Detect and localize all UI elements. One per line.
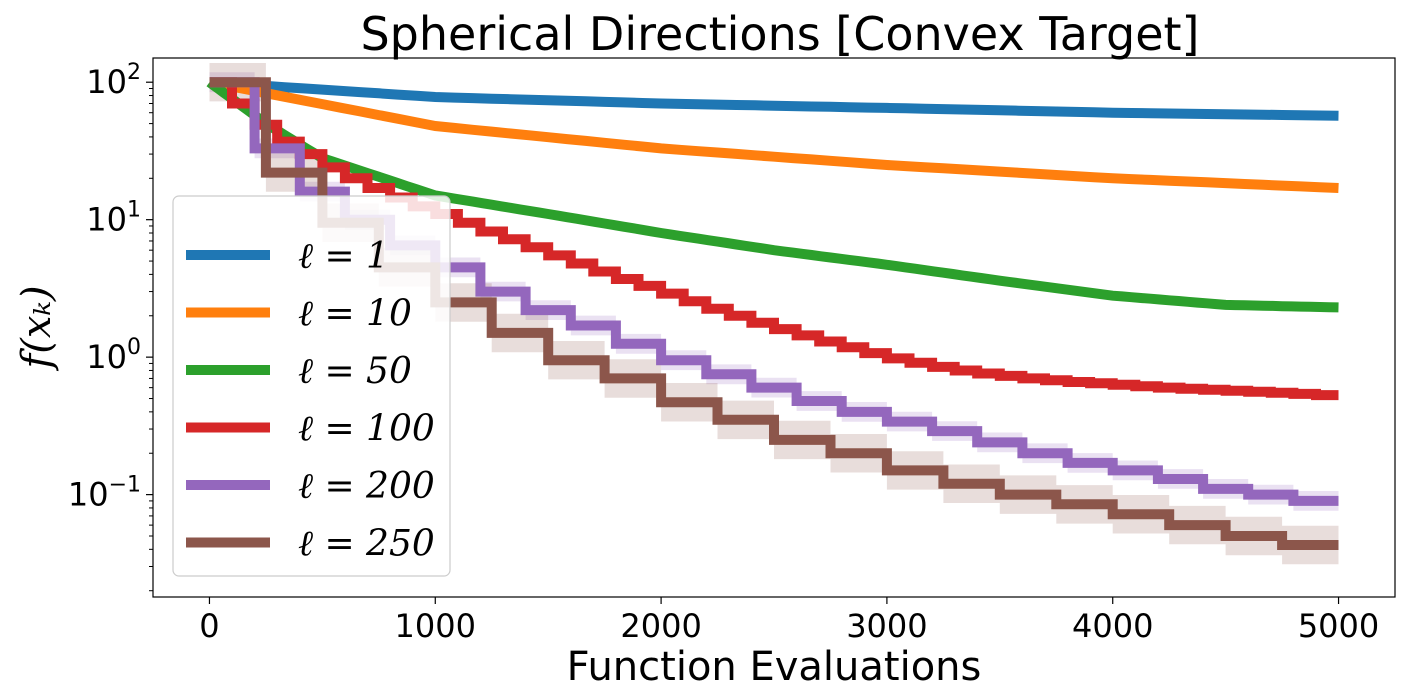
- y-tick-label: 101: [86, 198, 141, 239]
- y-tick-label: 100: [86, 335, 141, 376]
- legend-label-l1: ℓ = 1: [298, 236, 389, 277]
- y-tick-label: 102: [86, 60, 141, 101]
- legend-label-l100: ℓ = 100: [298, 409, 435, 450]
- chart-title: Spherical Directions [Convex Target]: [360, 7, 1199, 61]
- x-tick-label: 1000: [395, 607, 476, 645]
- y-tick-label: 10−1: [68, 473, 141, 514]
- x-axis: 0 1000 2000 3000 4000 5000: [199, 597, 1379, 645]
- plot-frame: [152, 57, 1396, 598]
- series-line-l10: [208, 77, 1339, 193]
- legend-label-l200: ℓ = 200: [298, 466, 435, 507]
- y-axis: 102 101 100 10−1: [68, 60, 153, 592]
- series-line-l1: [209, 77, 1339, 121]
- x-tick-label: 4000: [1072, 607, 1153, 645]
- x-axis-label: Function Evaluations: [567, 644, 982, 690]
- x-tick-label: 2000: [620, 607, 701, 645]
- legend-label-l250: ℓ = 250: [298, 524, 435, 565]
- series-lines: [206, 77, 1339, 550]
- legend-label-l10: ℓ = 10: [298, 294, 412, 335]
- legend: ℓ = 1 ℓ = 10 ℓ = 50 ℓ = 100 ℓ = 200 ℓ = 250: [172, 195, 451, 577]
- x-tick-label: 0: [199, 607, 219, 645]
- x-tick-label: 5000: [1298, 607, 1379, 645]
- y-axis-label: f(xₖ): [14, 285, 60, 371]
- legend-label-l50: ℓ = 50: [298, 351, 412, 392]
- x-tick-label: 3000: [846, 607, 927, 645]
